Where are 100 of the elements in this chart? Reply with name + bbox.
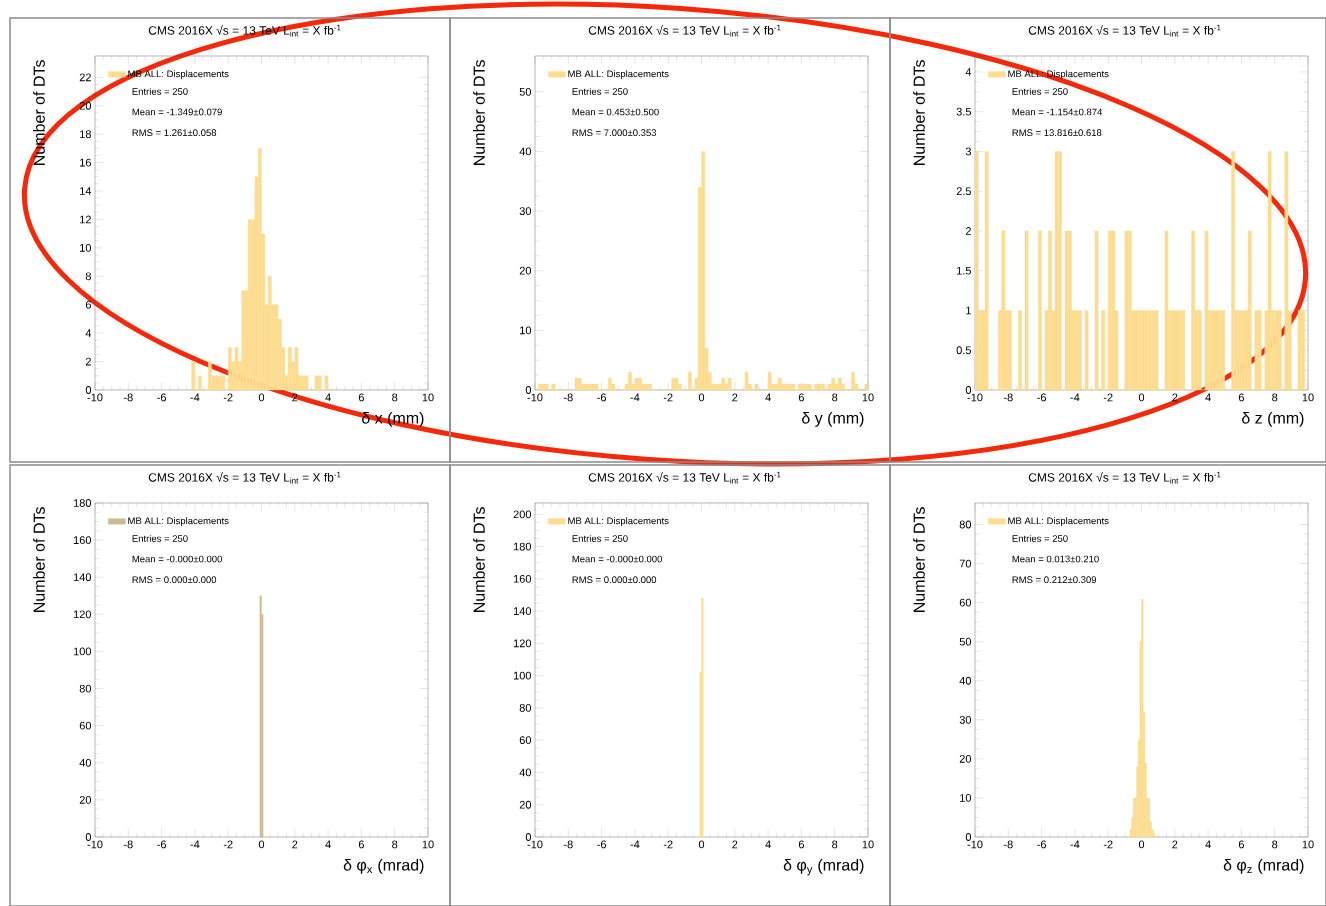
y-tick-label: 40 [519,768,532,777]
y-tick-label: 100 [513,671,532,680]
y-tick-label: 0 [85,386,92,394]
x-tick-label: 8 [1272,393,1278,402]
y-tick-label: 8 [85,272,91,281]
legend-label: MB ALL: Displacements [568,70,669,80]
x-tick-label: -8 [563,393,573,402]
x-tick-label: 0 [698,393,705,402]
y-tick-label: 60 [959,598,972,607]
chart-title: CMS 2016X √s = 13 TeV L$_{int}$ = X fb$^{-1}$ [148,471,341,484]
annotation: RMS = 0.000±0.000 [132,576,217,584]
y-tick-label: 40 [79,758,92,767]
x-tick-label: -6 [1037,393,1047,402]
x-tick-label: -2 [223,393,233,402]
y-tick-label: 0 [85,833,92,841]
x-tick-label: 10 [1302,393,1314,402]
x-tick-label: -4 [630,393,640,402]
x-tick-label: 2 [732,840,738,849]
legend-label: MB ALL: Displacements [568,517,669,527]
y-tick-label: 2 [965,227,971,235]
chart-title: CMS 2016X √s = 13 TeV L$_{int}$ = X fb$^{-1}$ [588,471,781,484]
x-tick-label: -10 [967,840,983,849]
x-tick-label: 4 [1205,393,1211,402]
x-tick-label: -4 [1070,840,1080,849]
x-tick-label: -6 [157,393,167,402]
y-tick-label: 20 [519,800,532,809]
y-tick-label: 180 [73,499,92,507]
y-tick-label: 140 [513,607,532,615]
y-tick-label: 40 [519,147,532,156]
x-tick-label: -10 [967,393,983,402]
y-tick-label: 50 [959,637,972,646]
x-axis-title: δ z (mm) [1242,411,1304,427]
x-tick-label: 8 [1272,840,1278,849]
x-tick-label: -10 [527,393,543,402]
x-tick-label: -8 [1003,840,1013,849]
y-tick-label: 30 [959,715,972,724]
y-axis-title: Number of DTs [33,507,45,612]
x-tick-label: 4 [1205,840,1211,849]
x-tick-label: -6 [1037,840,1047,849]
x-tick-label: -10 [87,393,103,402]
x-tick-label: 10 [422,393,434,402]
y-tick-label: 20 [79,796,92,804]
y-tick-label: 4 [85,329,92,337]
x-tick-label: 8 [832,393,838,402]
y-tick-label: 180 [513,542,532,551]
y-tick-label: 14 [80,187,92,195]
x-axis-title: δ φ$_{x}$ (mrad) [343,858,424,874]
y-axis-title: Number of DTs [913,60,925,165]
x-tick-label: -4 [190,393,200,402]
x-tick-label: 0 [1138,393,1145,402]
y-tick-label: 200 [513,510,532,519]
legend-label: MB ALL: Displacements [1008,517,1109,527]
y-tick-label: 40 [959,676,972,685]
x-tick-label: -2 [663,840,673,849]
x-tick-label: 2 [1172,393,1178,402]
y-tick-label: 0 [965,386,972,394]
x-tick-label: -4 [630,840,640,849]
y-tick-label: 0.5 [956,346,971,355]
y-tick-label: 80 [79,684,92,693]
y-tick-label: 1.5 [957,266,971,275]
y-tick-label: 100 [73,647,92,656]
legend-label: MB ALL: Displacements [128,517,229,527]
x-axis-title: δ φ$_{y}$ (mrad) [783,858,864,876]
x-tick-label: -6 [597,840,607,849]
x-tick-label: 6 [1238,840,1244,849]
y-tick-label: 80 [959,520,972,529]
annotation: RMS = 0.212±0.309 [1012,576,1097,584]
y-tick-label: 4 [965,68,972,76]
x-tick-label: 10 [862,393,874,402]
y-tick-label: 3 [965,147,971,156]
x-tick-label: 8 [392,393,398,402]
y-tick-label: 3.5 [956,107,971,116]
annotation: Mean = 0.013±0.210 [1012,555,1099,563]
y-tick-label: 160 [513,574,532,583]
annotation: Entries = 250 [572,87,628,95]
x-tick-label: 0 [698,840,705,849]
x-tick-label: 2 [1172,840,1178,849]
annotation: Mean = -0.000±0.000 [132,555,222,563]
chart-title: CMS 2016X √s = 13 TeV L$_{int}$ = X fb$^{-1}$ [588,24,781,37]
y-tick-label: 60 [519,736,532,745]
x-axis-title: δ y (mm) [802,411,864,427]
y-tick-label: 50 [519,87,532,96]
annotation: Entries = 250 [1012,87,1068,95]
x-tick-label: -8 [563,840,573,849]
x-tick-label: -2 [1103,840,1113,849]
x-tick-label: -4 [190,840,200,849]
y-tick-label: 10 [520,326,532,335]
y-tick-label: 10 [960,794,972,802]
x-tick-label: 10 [862,840,874,849]
x-tick-label: 6 [798,393,804,402]
y-axis-title: Number of DTs [473,60,485,165]
x-tick-label: 10 [422,840,434,849]
y-tick-label: 0 [965,833,972,841]
x-tick-label: -2 [1103,393,1113,402]
x-tick-label: 4 [765,840,771,849]
x-tick-label: 2 [732,393,738,402]
y-tick-label: 80 [519,704,532,712]
y-tick-label: 30 [519,207,532,215]
y-axis-title: Number of DTs [473,507,485,612]
x-axis-title: δ φ$_{z}$ (mrad) [1223,858,1304,874]
